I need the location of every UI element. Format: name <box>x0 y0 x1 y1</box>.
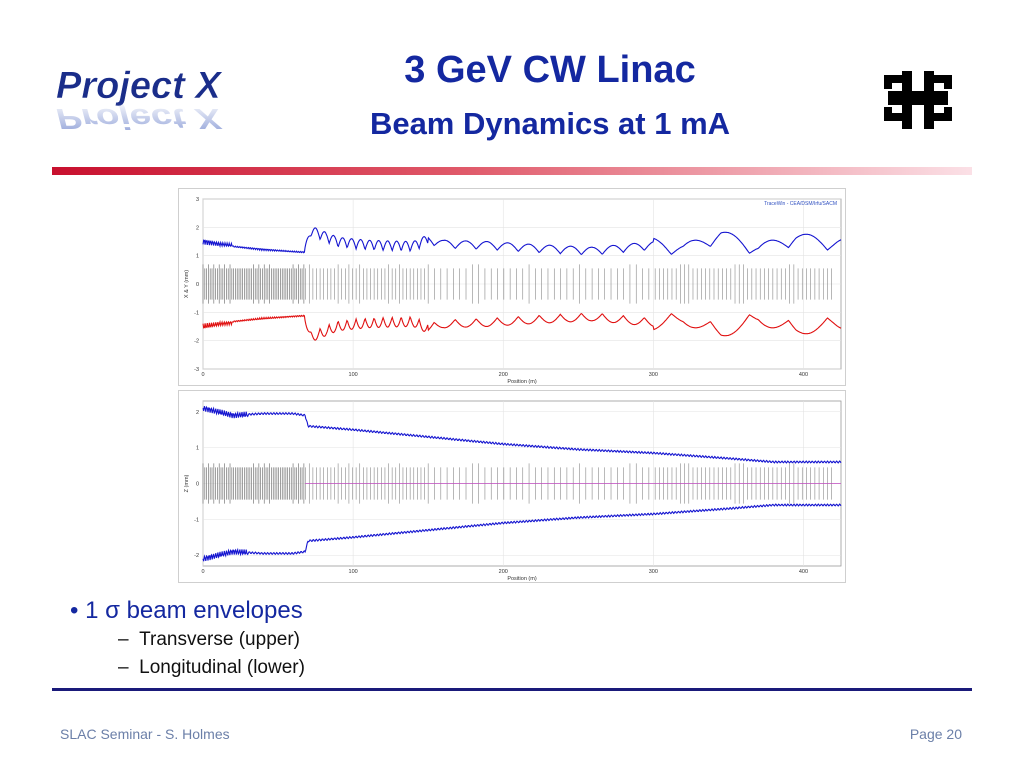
x-tick-label: 200 <box>499 569 508 575</box>
chart-watermark: TraceWin - CEA/DSM/Irfu/SACM <box>764 201 837 207</box>
svg-text:Project X: Project X <box>56 102 224 133</box>
slide-title: 3 GeV CW Linac <box>404 49 696 91</box>
svg-text:Project X: Project X <box>56 65 223 107</box>
footer-divider <box>52 688 972 691</box>
fermilab-logo <box>878 65 958 135</box>
y-tick-label: -2 <box>194 553 199 559</box>
y-tick-label: 2 <box>196 410 199 416</box>
x-tick-label: 100 <box>349 569 358 575</box>
x-tick-label: 400 <box>799 569 808 575</box>
slide-subtitle: Beam Dynamics at 1 mA <box>369 106 731 141</box>
sub-bullet-label: Longitudinal (lower) <box>139 657 305 678</box>
x-tick-label: 100 <box>349 372 358 378</box>
project-x-logo: Project X Project X <box>56 62 236 152</box>
footer-presenter: SLAC Seminar - S. Holmes <box>60 726 230 742</box>
sub-bullet-label: Transverse (upper) <box>139 629 300 650</box>
bullet-item: • 1 σ beam envelopes <box>70 597 303 624</box>
y-tick-label: 0 <box>196 482 199 488</box>
y-axis-label: X & Y (mm) <box>184 270 190 298</box>
x-axis-label: Position (m) <box>507 576 537 582</box>
page-number: Page 20 <box>909 726 962 742</box>
y-axis-label: Z (mm) <box>184 474 190 492</box>
y-tick-label: 1 <box>196 254 199 260</box>
bullet-list: • 1 σ beam envelopes – Transverse (upper… <box>70 596 770 682</box>
y-tick-label: 0 <box>196 282 199 288</box>
lattice-elements <box>202 463 832 504</box>
series-line <box>202 405 842 464</box>
sub-bullet-item: – Transverse (upper) <box>118 629 300 650</box>
series-line <box>202 312 842 341</box>
header-divider <box>52 167 972 175</box>
bullet-label: 1 σ beam envelopes <box>85 597 303 624</box>
x-axis-label: Position (m) <box>507 379 537 385</box>
x-tick-label: 200 <box>499 372 508 378</box>
x-tick-label: 400 <box>799 372 808 378</box>
y-tick-label: 1 <box>196 446 199 452</box>
y-tick-label: -2 <box>194 339 199 345</box>
x-tick-label: 300 <box>649 372 658 378</box>
lattice-elements <box>202 264 832 304</box>
y-tick-label: 3 <box>196 197 199 203</box>
y-tick-label: -3 <box>194 367 199 373</box>
longitudinal-envelope-chart: 2 1 0 -1 -2 0 100 200 300 400 Position (m) Z (mm) <box>178 390 846 583</box>
x-tick-label: 300 <box>649 569 658 575</box>
y-tick-label: -1 <box>194 517 199 523</box>
x-tick-label: 0 <box>201 569 204 575</box>
y-tick-label: -1 <box>194 310 199 316</box>
sub-bullet-item: – Longitudinal (lower) <box>118 657 305 678</box>
series-line <box>202 503 842 562</box>
y-tick-label: 2 <box>196 225 199 231</box>
transverse-envelope-chart: 3 2 1 0 -1 -2 -3 0 100 200 300 400 Position (m) X & Y… <box>178 188 846 386</box>
x-tick-label: 0 <box>201 372 204 378</box>
series-line <box>202 227 842 256</box>
